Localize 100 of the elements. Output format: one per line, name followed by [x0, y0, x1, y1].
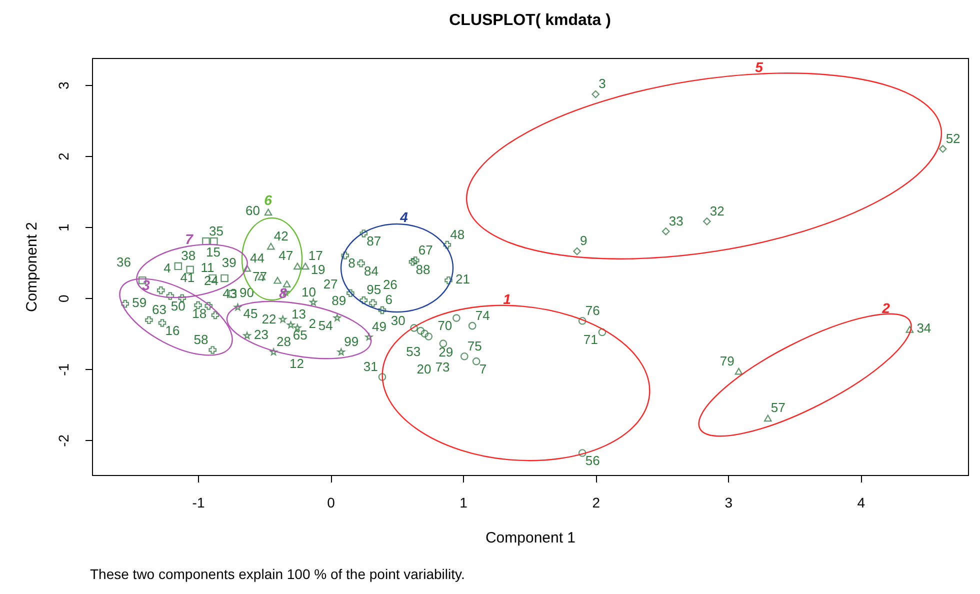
annotation: 11	[200, 260, 214, 275]
annotation: 74	[475, 308, 490, 323]
point	[369, 299, 377, 307]
y-tick-label: 1	[56, 223, 72, 232]
annotation: 49	[372, 319, 386, 334]
annotation: 23	[254, 326, 269, 342]
point	[420, 330, 429, 338]
point	[174, 262, 182, 270]
annotation: 4	[399, 209, 408, 225]
point	[378, 373, 386, 381]
annotation: 75	[467, 338, 482, 354]
annotation: 39	[222, 254, 236, 270]
point	[287, 321, 295, 328]
point	[460, 352, 468, 360]
annotation: 47	[278, 248, 294, 264]
y-tick-label: -2	[56, 434, 72, 447]
annotation: 60	[245, 203, 260, 218]
point	[444, 276, 452, 284]
point	[452, 314, 460, 322]
y-tick-label: 2	[56, 152, 72, 160]
annotation: 79	[720, 353, 734, 368]
annotation: 8	[348, 255, 356, 270]
point	[411, 256, 420, 264]
annotation: 71	[583, 332, 598, 348]
annotation: 50	[170, 298, 186, 314]
annotation: 29	[438, 344, 454, 360]
annotation: 31	[363, 358, 378, 374]
annotation: 84	[364, 263, 378, 278]
annotation: 73	[435, 360, 450, 375]
annotation: 35	[208, 223, 224, 238]
point	[346, 289, 354, 298]
point	[121, 300, 130, 308]
point	[468, 322, 476, 330]
point	[294, 262, 302, 270]
point	[267, 242, 275, 250]
point	[301, 262, 310, 270]
point	[410, 324, 418, 332]
annotation: 30	[390, 312, 406, 328]
annotation: 95	[366, 282, 382, 298]
annotation: 58	[194, 332, 208, 347]
point	[145, 316, 153, 324]
point	[310, 298, 318, 306]
annotation: 48	[450, 226, 465, 242]
annotation: 17	[308, 248, 323, 264]
annotation: 26	[382, 277, 398, 292]
point	[360, 296, 368, 304]
point	[211, 311, 220, 320]
point	[378, 306, 386, 314]
point	[158, 319, 166, 327]
annotation: 20	[416, 362, 432, 377]
point	[365, 333, 373, 340]
annotation: 7	[185, 231, 194, 247]
annotation: 22	[262, 311, 276, 326]
y-tick-label: 0	[56, 294, 72, 303]
x-tick-label: -1	[192, 494, 205, 510]
point	[357, 259, 365, 268]
point	[274, 276, 282, 284]
point	[906, 326, 914, 333]
annotation: 89	[332, 293, 346, 308]
point	[208, 346, 217, 354]
annotation: 57	[770, 400, 786, 416]
point	[734, 368, 743, 375]
annotation: 34	[916, 320, 932, 336]
point	[416, 326, 425, 335]
point	[264, 208, 272, 216]
point	[279, 316, 287, 323]
point	[157, 286, 165, 294]
annotation: 2	[881, 300, 890, 316]
point	[443, 240, 452, 249]
point	[220, 274, 228, 282]
annotation: 53	[406, 344, 421, 359]
point	[938, 145, 947, 153]
annotation: 2	[308, 316, 316, 332]
point	[360, 230, 368, 238]
annotation: 9	[580, 233, 588, 248]
annotation: 10	[302, 284, 316, 300]
point	[578, 449, 586, 457]
annotation: 5	[755, 59, 764, 75]
annotation: 19	[310, 262, 326, 277]
annotation: 16	[165, 322, 180, 338]
annotation: 15	[206, 244, 220, 260]
point	[166, 292, 174, 300]
point	[243, 332, 251, 340]
annotation: 87	[366, 233, 382, 248]
annotation: 59	[132, 294, 147, 310]
annotation: 27	[323, 276, 338, 292]
annotation: 38	[181, 248, 196, 264]
annotation: 6	[264, 192, 272, 208]
point	[243, 264, 251, 272]
annotation: 44	[250, 250, 265, 266]
x-axis-title: Component 1	[485, 530, 576, 546]
annotation: 41	[180, 270, 195, 285]
annotation: 65	[292, 327, 308, 342]
point	[472, 357, 480, 366]
annotation: 28	[276, 334, 292, 350]
annotation: 63	[152, 302, 166, 318]
annotation: 3	[598, 76, 606, 92]
y-tick-label: -1	[56, 363, 72, 376]
x-tick-label: 2	[592, 494, 600, 510]
point	[703, 217, 711, 226]
